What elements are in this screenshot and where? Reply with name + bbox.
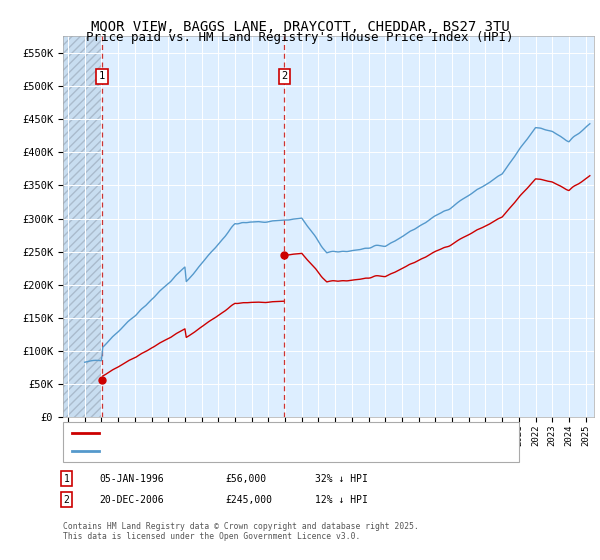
Text: 05-JAN-1996: 05-JAN-1996 [99,474,164,484]
Text: £245,000: £245,000 [225,494,272,505]
Text: 1: 1 [64,474,70,484]
Text: 2: 2 [281,71,287,81]
Text: £56,000: £56,000 [225,474,266,484]
Text: MOOR VIEW, BAGGS LANE, DRAYCOTT, CHEDDAR, BS27 3TU (detached house): MOOR VIEW, BAGGS LANE, DRAYCOTT, CHEDDAR… [103,428,488,437]
Text: MOOR VIEW, BAGGS LANE, DRAYCOTT, CHEDDAR, BS27 3TU: MOOR VIEW, BAGGS LANE, DRAYCOTT, CHEDDAR… [91,20,509,34]
Bar [102,36,284,417]
Text: HPI: Average price, detached house, Somerset: HPI: Average price, detached house, Some… [103,446,356,455]
Text: Contains HM Land Registry data © Crown copyright and database right 2025.
This d: Contains HM Land Registry data © Crown c… [63,522,419,542]
Text: 2: 2 [64,494,70,505]
Text: 12% ↓ HPI: 12% ↓ HPI [315,494,368,505]
Text: 1: 1 [99,71,105,81]
Text: Price paid vs. HM Land Registry's House Price Index (HPI): Price paid vs. HM Land Registry's House … [86,31,514,44]
Bar [63,36,102,417]
Text: 20-DEC-2006: 20-DEC-2006 [99,494,164,505]
Text: 32% ↓ HPI: 32% ↓ HPI [315,474,368,484]
